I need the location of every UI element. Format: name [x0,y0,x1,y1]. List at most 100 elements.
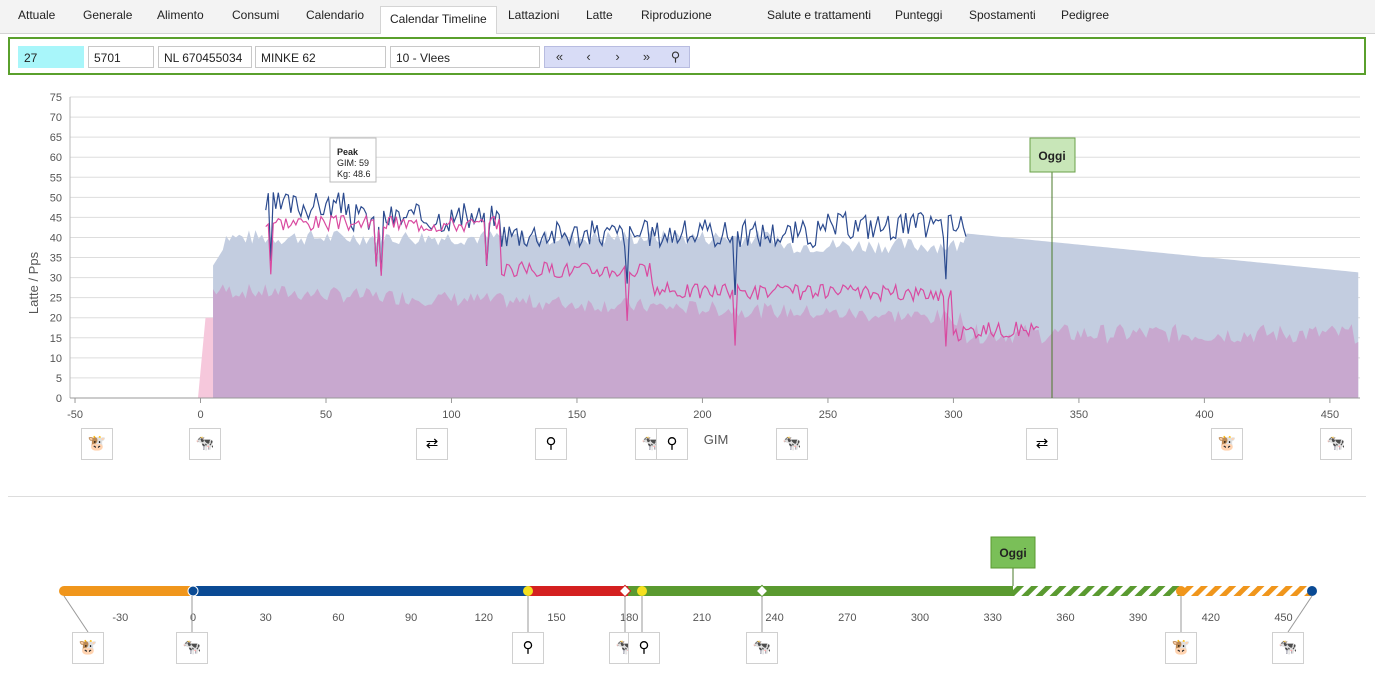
last-icon[interactable]: » [642,49,651,64]
cow-icon[interactable]: 🐮 [1165,632,1197,664]
id-field[interactable]: 5701 [88,46,154,68]
calving-icon[interactable]: 🐄 [176,632,208,664]
timeline-tick-label: 360 [1056,612,1074,624]
tab-calendar-timeline[interactable]: Calendar Timeline [380,6,497,34]
tab-pedigree[interactable]: Pedigree [1061,8,1110,22]
tab-spostamenti[interactable]: Spostamenti [969,8,1036,22]
calving-icon[interactable]: 🐄 [189,428,221,460]
navigation-buttons: « ‹ › » ⚲ [544,46,690,68]
name-field[interactable]: MINKE 62 [255,46,386,68]
lactation-timeline: -30 0 30 60 90 120 150 180 210 240 270 300 330 360 390… [59,536,1317,633]
tab-generale[interactable]: Generale [83,8,133,22]
y-tick-label: 50 [50,192,62,204]
tab-calendario[interactable]: Calendario [306,8,365,22]
cow-icon[interactable]: 🐮 [1211,428,1243,460]
timeline-tick-label: 240 [765,612,783,624]
timeline-tick-label: 270 [838,612,856,624]
y-tick-label: 40 [50,232,62,244]
x-tick-label: 250 [819,409,837,421]
y-tick-label: 55 [50,172,62,184]
peak-title: Peak [337,147,359,157]
x-tick-label: 300 [944,409,962,421]
insemination-icon[interactable]: ⚲ [628,632,660,664]
nl-field[interactable]: NL 670455034 [158,46,252,68]
pregnancy-icon[interactable]: 🐄 [746,632,778,664]
today-label: Oggi [1038,149,1065,163]
timeline-tick-label: 390 [1129,612,1147,624]
timeline-tick-label: 300 [911,612,929,624]
timeline-tick-label: 420 [1202,612,1220,624]
y-tick-label: 75 [50,92,62,104]
timeline-tick-label: -30 [112,612,128,624]
timeline-tick-label: 0 [190,612,196,624]
next-icon[interactable]: › [615,49,620,64]
y-tick-label: 25 [50,293,62,305]
tab-alimento[interactable]: Alimento [157,8,204,22]
x-tick-label: -50 [67,409,83,421]
previous-icon[interactable]: ‹ [586,49,591,64]
y-axis-label: Latte / Pps [26,251,41,314]
timeline-tick-label: 120 [475,612,493,624]
peak-kg: Kg: 48.6 [337,169,371,179]
group-select[interactable]: 10 - Vlees [390,46,540,68]
y-tick-label: 60 [50,152,62,164]
search-icon[interactable]: ⚲ [670,49,681,64]
x-tick-label: 350 [1070,409,1088,421]
tab-punteggi[interactable]: Punteggi [895,8,943,22]
calving-icon[interactable]: 🐄 [1272,632,1304,664]
timeline-tick-label: 90 [405,612,417,624]
tab-latte[interactable]: Latte [586,8,613,22]
timeline-tick-label: 210 [693,612,711,624]
tab-salute-e-trattamenti[interactable]: Salute e trattamenti [767,8,872,22]
x-tick-label: 400 [1195,409,1213,421]
x-tick-label: 200 [693,409,711,421]
fat-line [265,214,1039,347]
tab-consumi[interactable]: Consumi [232,8,280,22]
insemination-icon[interactable]: ⚲ [512,632,544,664]
tab-bar: Attuale Generale Alimento Consumi Calendario… [0,0,1375,34]
insemination-icon[interactable]: ⚲ [535,428,567,460]
x-tick-label: 150 [568,409,586,421]
first-icon[interactable]: « [555,49,564,64]
x-tick-label: 450 [1321,409,1339,421]
tab-attuale[interactable]: Attuale [18,8,56,22]
today-marker: Oggi [1029,137,1076,398]
tab-lattazioni[interactable]: Lattazioni [508,8,560,22]
y-tick-label: 65 [50,132,62,144]
milk-chart: 0 5 10 15 20 25 30 35 40 45 50 55 60 65 70 75 -50 0 50 100… [26,92,1360,447]
today-marker: Oggi [990,536,1036,586]
expected-fat-area [213,283,1359,398]
divider [8,496,1366,497]
transfer-icon[interactable]: ⇄ [1026,428,1058,460]
y-tick-label: 15 [50,333,62,345]
timeline-tick-label: 60 [332,612,344,624]
calving-icon[interactable]: 🐄 [1320,428,1352,460]
y-tick-label: 70 [50,112,62,124]
pre-calving-area [197,317,214,398]
peak-tooltip: Peak GIM: 59 Kg: 48.6 [329,137,377,183]
cow-icon[interactable]: 🐮 [72,632,104,664]
timeline-tick-label: 450 [1274,612,1292,624]
timeline-tick-label: 30 [260,612,272,624]
y-tick-label: 0 [56,393,62,405]
y-tick-label: 35 [50,253,62,265]
timeline-tick-label: 150 [547,612,565,624]
y-tick-label: 30 [50,273,62,285]
x-tick-label: 100 [442,409,460,421]
cow-icon[interactable]: 🐮 [81,428,113,460]
y-tick-label: 45 [50,212,62,224]
y-tick-label: 20 [50,313,62,325]
x-axis-label: GIM [704,432,729,447]
transfer-icon[interactable]: ⇄ [416,428,448,460]
timeline-tick-label: 330 [984,612,1002,624]
animal-toolbar: 27 5701 NL 670455034 MINKE 62 10 - Vlees… [8,37,1366,75]
y-tick-label: 5 [56,373,62,385]
timeline-today-label: Oggi [999,546,1026,560]
x-tick-label: 50 [320,409,332,421]
tab-riproduzione[interactable]: Riproduzione [641,8,712,22]
x-tick-label: 0 [197,409,203,421]
insemination-icon[interactable]: ⚲ [656,428,688,460]
number-field[interactable]: 27 [18,46,84,68]
pregnancy-icon[interactable]: 🐄 [776,428,808,460]
peak-gim: GIM: 59 [337,158,369,168]
